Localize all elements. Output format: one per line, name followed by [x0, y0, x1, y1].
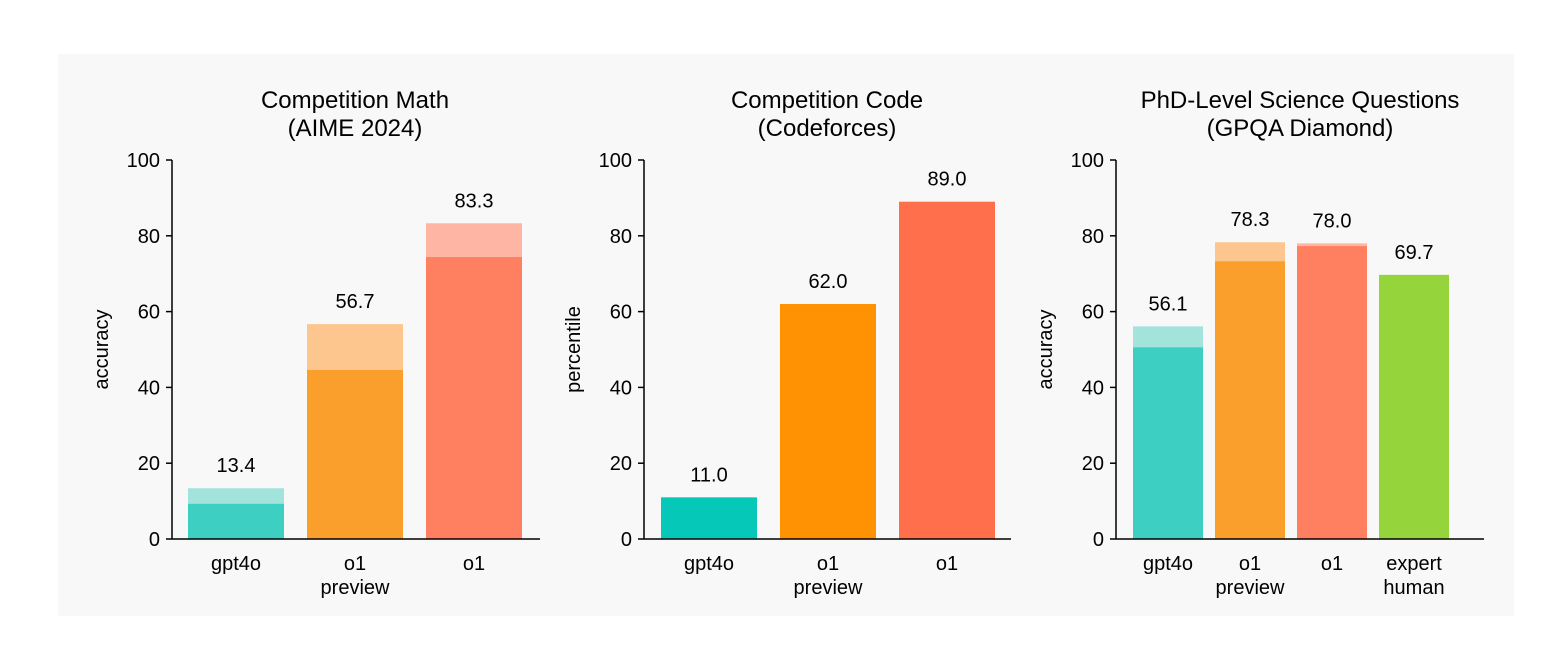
chart-title-line-2: (AIME 2024) — [288, 115, 423, 142]
bar-extra-segment — [1297, 243, 1367, 247]
x-tick-label: gpt4o — [1143, 553, 1193, 575]
y-tick-label: 20 — [610, 453, 632, 475]
data-label: 78.3 — [1231, 209, 1270, 231]
chart-3: PhD-Level Science Questions(GPQA Diamond… — [1035, 87, 1484, 599]
y-tick-label: 40 — [1082, 377, 1104, 399]
data-label: 11.0 — [690, 464, 727, 486]
bar-extra-segment — [1215, 242, 1285, 262]
chart-title-line-1: Competition Code — [731, 87, 923, 114]
y-axis-label: accuracy — [91, 309, 113, 389]
y-tick-label: 100 — [127, 150, 160, 172]
x-tick-label: o1 — [936, 553, 958, 575]
y-tick-label: 80 — [610, 226, 632, 248]
y-tick-label: 0 — [149, 529, 160, 551]
data-label: 78.0 — [1313, 210, 1352, 232]
bar — [1215, 261, 1285, 539]
data-label: 89.0 — [928, 169, 967, 191]
x-tick-label: o1 — [1239, 553, 1261, 575]
y-tick-label: 60 — [610, 302, 632, 324]
y-tick-label: 80 — [138, 226, 160, 248]
y-tick-label: 0 — [621, 529, 632, 551]
y-axis-label: percentile — [563, 306, 585, 393]
x-tick-label: gpt4o — [684, 553, 734, 575]
x-tick-label: human — [1383, 577, 1444, 599]
y-axis-label: accuracy — [1035, 309, 1057, 389]
y-tick-label: 20 — [1082, 453, 1104, 475]
x-tick-label: gpt4o — [211, 553, 261, 575]
bar-extra-segment — [307, 324, 403, 370]
bar-extra-segment — [426, 223, 522, 258]
bar — [661, 497, 757, 539]
y-tick-label: 60 — [138, 302, 160, 324]
bar — [780, 304, 876, 539]
chart-title-line-2: (Codeforces) — [758, 115, 897, 142]
y-tick-label: 60 — [1082, 302, 1104, 324]
chart-title-line-1: Competition Math — [261, 87, 449, 114]
x-tick-label: preview — [321, 577, 390, 599]
y-tick-label: 0 — [1093, 529, 1104, 551]
bar-extra-segment — [1133, 326, 1203, 348]
x-tick-label: preview — [794, 577, 863, 599]
bar-extra-segment — [188, 488, 284, 504]
bar — [188, 503, 284, 539]
data-label: 69.7 — [1395, 242, 1434, 264]
y-tick-label: 100 — [599, 150, 632, 172]
x-tick-label: o1 — [344, 553, 366, 575]
y-tick-label: 40 — [138, 377, 160, 399]
data-label: 56.7 — [336, 291, 375, 313]
bar — [1133, 347, 1203, 539]
bar — [899, 201, 995, 539]
chart-2: Competition Code(Codeforces) percentile 11… — [563, 87, 1011, 599]
chart-1: Competition Math(AIME 2024) accuracy 13.4 g… — [91, 87, 540, 599]
chart-title-line-2: (GPQA Diamond) — [1207, 115, 1394, 142]
y-tick-label: 20 — [138, 453, 160, 475]
chart-title-line-1: PhD-Level Science Questions — [1141, 87, 1460, 114]
y-tick-label: 80 — [1082, 226, 1104, 248]
data-label: 83.3 — [455, 190, 494, 212]
x-tick-label: expert — [1386, 553, 1442, 575]
bar — [1297, 246, 1367, 539]
bar — [307, 369, 403, 539]
x-tick-label: o1 — [817, 553, 839, 575]
data-label: 56.1 — [1149, 293, 1188, 315]
x-tick-label: preview — [1216, 577, 1285, 599]
x-tick-label: o1 — [1321, 553, 1343, 575]
y-tick-label: 100 — [1071, 150, 1104, 172]
data-label: 62.0 — [809, 271, 848, 293]
bar — [426, 257, 522, 539]
bar — [1379, 274, 1449, 539]
y-tick-label: 40 — [610, 377, 632, 399]
data-label: 13.4 — [217, 455, 256, 477]
x-tick-label: o1 — [463, 553, 485, 575]
